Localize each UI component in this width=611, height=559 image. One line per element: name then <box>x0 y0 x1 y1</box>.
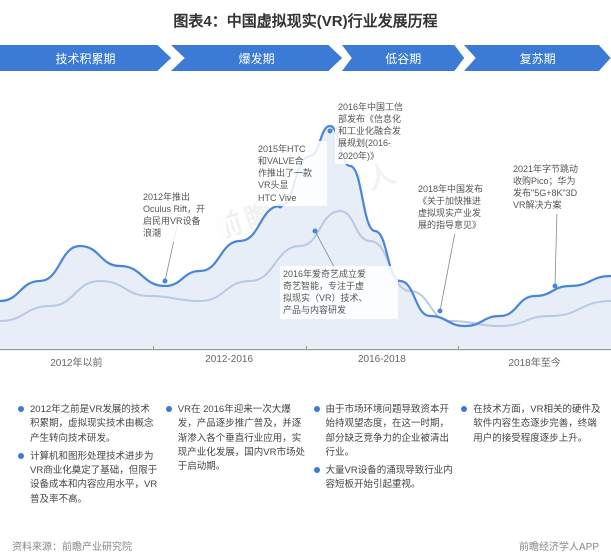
annotation-4: 2018年中国发布《关于加快推进虚拟现实产业发展的指导意见》 <box>415 181 511 234</box>
stage-1: 爆发期 <box>171 45 342 71</box>
bullet-2-1: 大量VR设备的涌现导致行业内容短板开始引起重视。 <box>314 464 454 493</box>
stage-3: 复苏期 <box>464 45 611 71</box>
bullets-col-2: 由于市场环境问题导致资本开始持观望态度，在这一时期，部分缺乏竞争力的企业被清出行… <box>314 403 454 511</box>
bullet-3-0: 在技术方面，VR相关的硬件及软件内容生态逐步完善，终端用户的接受程度逐步上升。 <box>461 403 601 446</box>
chart-title: 图表4：中国虚拟现实(VR)行业发展历程 <box>0 0 611 37</box>
annotation-2: 2016年中国工信部发布《信息化和工业化融合发展规划(2016-2020年)》 <box>335 99 427 164</box>
footer: 资料来源：前瞻产业研究院 前瞻经济学人APP <box>12 538 599 553</box>
stage-0: 技术积累期 <box>0 45 171 71</box>
annotation-3: 2016年爱奇艺成立爱奇艺智能，专注于虚拟现实（VR）技术、产品与内容研发 <box>280 266 398 319</box>
stage-bar: 技术积累期爆发期低谷期复苏期 <box>0 45 611 71</box>
bullet-0-1: 计算机和图形处理技术进步为VR商业化奠定了基础，但限于设备成本和内容应用水平，V… <box>18 450 158 507</box>
x-tick-3: 2018年至今 <box>458 350 611 369</box>
annotation-5: 2021年字节跳动收购Pico；华为发布"5G+8K"3DVR解决方案 <box>510 161 606 214</box>
bullets-col-0: 2012年之前是VR发展的技术积累期，虚拟现实技术由概念产生转向技术研发。计算机… <box>18 403 158 511</box>
annotation-0: 2012年推出Oculus Rift，开启民用VR设备浪潮 <box>140 189 226 242</box>
bullets-col-3: 在技术方面，VR相关的硬件及软件内容生态逐步完善，终端用户的接受程度逐步上升。 <box>461 403 601 511</box>
bullet-0-0: 2012年之前是VR发展的技术积累期，虚拟现实技术由概念产生转向技术研发。 <box>18 403 158 446</box>
bullet-1-0: VR在 2016年迎来一次大爆发，产品逐步推广普及，并逐渐渗入各个垂直行业应用，… <box>166 403 306 474</box>
x-axis: 2012年以前2012-20162016-20182018年至今 <box>0 349 611 369</box>
source-label: 资料来源：前瞻产业研究院 <box>12 538 132 553</box>
bullet-2-0: 由于市场环境问题导致资本开始持观望态度，在这一时期，部分缺乏竞争力的企业被清出行… <box>314 403 454 460</box>
bullets-row: 2012年之前是VR发展的技术积累期，虚拟现实技术由概念产生转向技术研发。计算机… <box>0 397 611 511</box>
bullets-col-1: VR在 2016年迎来一次大爆发，产品逐步推广普及，并逐渐渗入各个垂直行业应用，… <box>166 403 306 511</box>
x-tick-1: 2012-2016 <box>153 350 306 369</box>
annotation-1: 2015年HTC和VALVE合作推出了一款VR头显HTC Vive <box>255 141 327 206</box>
chart-area: 前瞻经济学人 技术积累期爆发期低谷期复苏期 2012年推出Oculus Rift… <box>0 37 611 397</box>
stage-2: 低谷期 <box>342 45 464 71</box>
brand-label: 前瞻经济学人APP <box>519 538 599 553</box>
x-tick-0: 2012年以前 <box>0 350 153 369</box>
x-tick-2: 2016-2018 <box>306 350 459 369</box>
